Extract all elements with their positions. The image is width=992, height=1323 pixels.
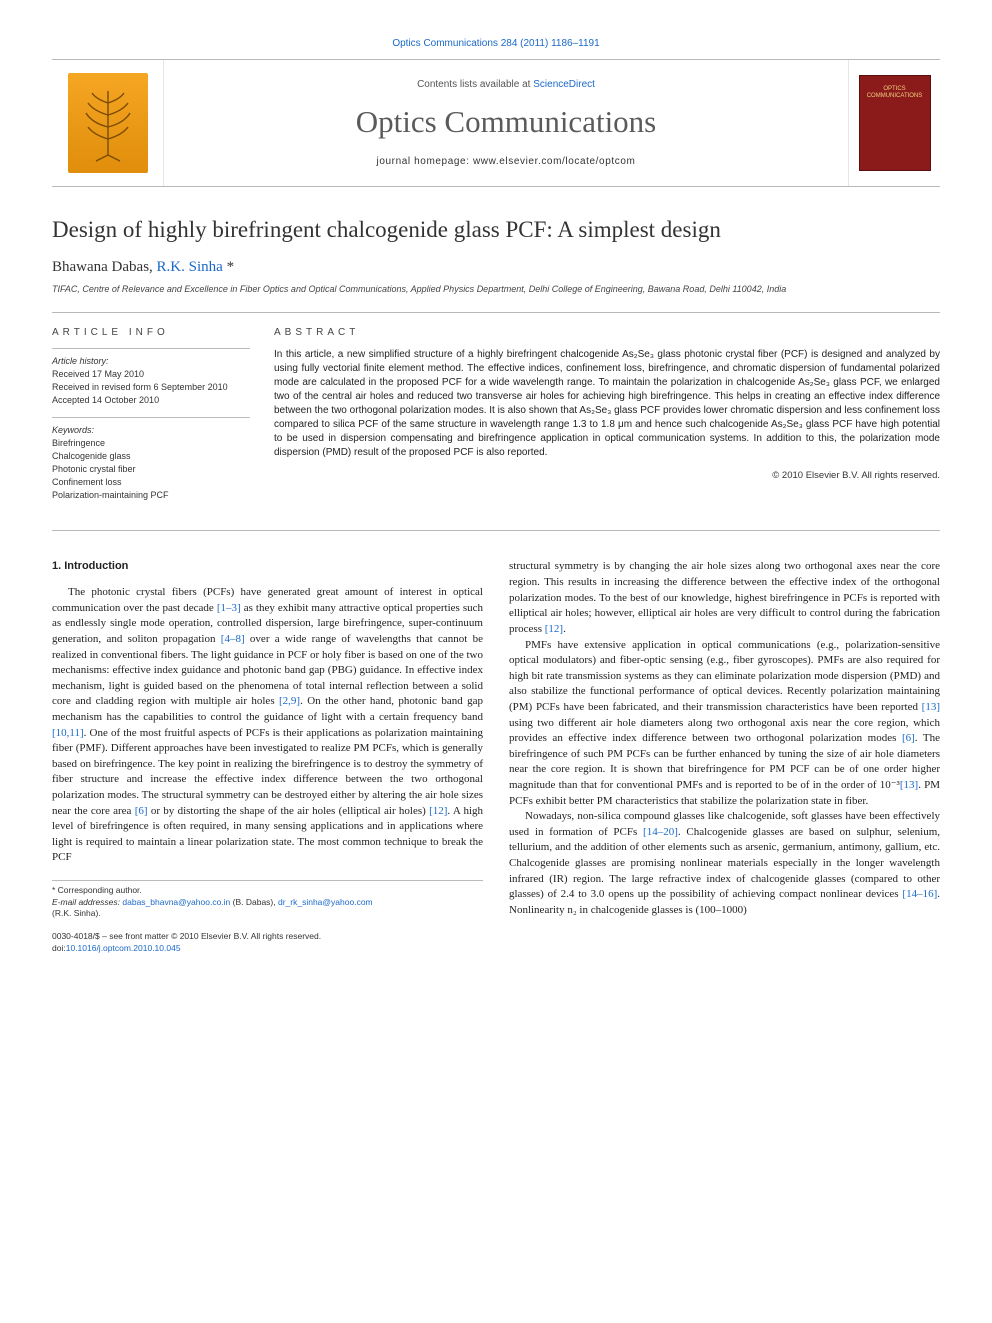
keyword-2: Chalcogenide glass xyxy=(52,450,250,463)
journal-cover-title: OPTICS COMMUNICATIONS xyxy=(860,86,930,100)
ref-link-2-9[interactable]: [2,9] xyxy=(279,695,300,707)
contents-prefix: Contents lists available at xyxy=(417,79,533,90)
ref-link-13b[interactable]: [13] xyxy=(900,779,918,791)
history-label: Article history: xyxy=(52,355,250,368)
email-link-2[interactable]: dr_rk_sinha@yahoo.com xyxy=(278,897,373,907)
corresponding-author-footer: * Corresponding author. E-mail addresses… xyxy=(52,880,483,919)
ref-link-14-20[interactable]: [14–20] xyxy=(643,826,678,838)
keyword-3: Photonic crystal fiber xyxy=(52,463,250,476)
body-column-left: 1. Introduction The photonic crystal fib… xyxy=(52,559,483,954)
abstract-column: ABSTRACT In this article, a new simplifi… xyxy=(274,327,940,512)
ref-link-14-16[interactable]: [14–16] xyxy=(902,888,937,900)
abstract-copyright: © 2010 Elsevier B.V. All rights reserved… xyxy=(274,470,940,481)
intro-paragraph-1: The photonic crystal fibers (PCFs) have … xyxy=(52,585,483,866)
body-two-columns: 1. Introduction The photonic crystal fib… xyxy=(52,559,940,954)
email-label: E-mail addresses: xyxy=(52,897,122,907)
email-who-2: (R.K. Sinha). xyxy=(52,908,483,919)
ref-link-12b[interactable]: [12] xyxy=(545,623,563,635)
article-info-heading: ARTICLE INFO xyxy=(52,327,250,338)
ref-link-4-8[interactable]: [4–8] xyxy=(221,633,245,645)
author-1: Bhawana Dabas xyxy=(52,259,149,275)
article-history-block: Article history: Received 17 May 2010 Re… xyxy=(52,348,250,407)
journal-cover-box: OPTICS COMMUNICATIONS xyxy=(848,60,940,186)
ref-link-13a[interactable]: [13] xyxy=(922,701,940,713)
journal-masthead: Contents lists available at ScienceDirec… xyxy=(52,59,940,187)
sciencedirect-link[interactable]: ScienceDirect xyxy=(533,79,595,90)
elsevier-tree-icon xyxy=(68,73,148,173)
intro-paragraph-3: Nowadays, non-silica compound glasses li… xyxy=(509,809,940,918)
imprint-line-1: 0030-4018/$ – see front matter © 2010 El… xyxy=(52,931,483,942)
journal-homepage-line: journal homepage: www.elsevier.com/locat… xyxy=(377,156,636,167)
journal-cover-thumbnail: OPTICS COMMUNICATIONS xyxy=(859,75,931,171)
top-citation: Optics Communications 284 (2011) 1186–11… xyxy=(52,38,940,49)
abstract-text: In this article, a new simplified struct… xyxy=(274,348,940,460)
ref-link-6a[interactable]: [6] xyxy=(135,805,148,817)
author-2-link[interactable]: R.K. Sinha xyxy=(157,259,223,275)
intro-paragraph-2: PMFs have extensive application in optic… xyxy=(509,638,940,810)
ref-link-1-3[interactable]: [1–3] xyxy=(217,602,241,614)
corresponding-label: * Corresponding author. xyxy=(52,885,483,896)
keyword-5: Polarization-maintaining PCF xyxy=(52,489,250,502)
contents-list-line: Contents lists available at ScienceDirec… xyxy=(417,79,595,90)
ref-link-10-11[interactable]: [10,11] xyxy=(52,727,84,739)
doi-link[interactable]: 10.1016/j.optcom.2010.10.045 xyxy=(66,943,181,953)
journal-title: Optics Communications xyxy=(356,104,657,140)
ref-link-12a[interactable]: [12] xyxy=(429,805,447,817)
abstract-heading: ABSTRACT xyxy=(274,327,940,338)
email-link-1[interactable]: dabas_bhavna@yahoo.co.in xyxy=(122,897,230,907)
history-revised: Received in revised form 6 September 201… xyxy=(52,381,250,394)
imprint-block: 0030-4018/$ – see front matter © 2010 El… xyxy=(52,931,483,954)
email-who-1: (B. Dabas), xyxy=(230,897,278,907)
article-title: Design of highly birefringent chalcogeni… xyxy=(52,217,940,243)
body-column-right: structural symmetry is by changing the a… xyxy=(509,559,940,954)
history-accepted: Accepted 14 October 2010 xyxy=(52,394,250,407)
intro-paragraph-1-cont: structural symmetry is by changing the a… xyxy=(509,559,940,637)
corresponding-mark: * xyxy=(223,259,234,275)
keywords-block: Keywords: Birefringence Chalcogenide gla… xyxy=(52,417,250,502)
publisher-logo-box xyxy=(52,60,164,186)
keywords-label: Keywords: xyxy=(52,424,250,437)
keyword-1: Birefringence xyxy=(52,437,250,450)
history-received: Received 17 May 2010 xyxy=(52,368,250,381)
ref-link-6b[interactable]: [6] xyxy=(902,732,915,744)
doi-label: doi: xyxy=(52,943,66,953)
keyword-4: Confinement loss xyxy=(52,476,250,489)
author-list: Bhawana Dabas, R.K. Sinha * xyxy=(52,259,940,276)
affiliation-line: TIFAC, Centre of Relevance and Excellenc… xyxy=(52,284,940,294)
article-info-column: ARTICLE INFO Article history: Received 1… xyxy=(52,327,250,512)
section-1-heading: 1. Introduction xyxy=(52,559,483,575)
